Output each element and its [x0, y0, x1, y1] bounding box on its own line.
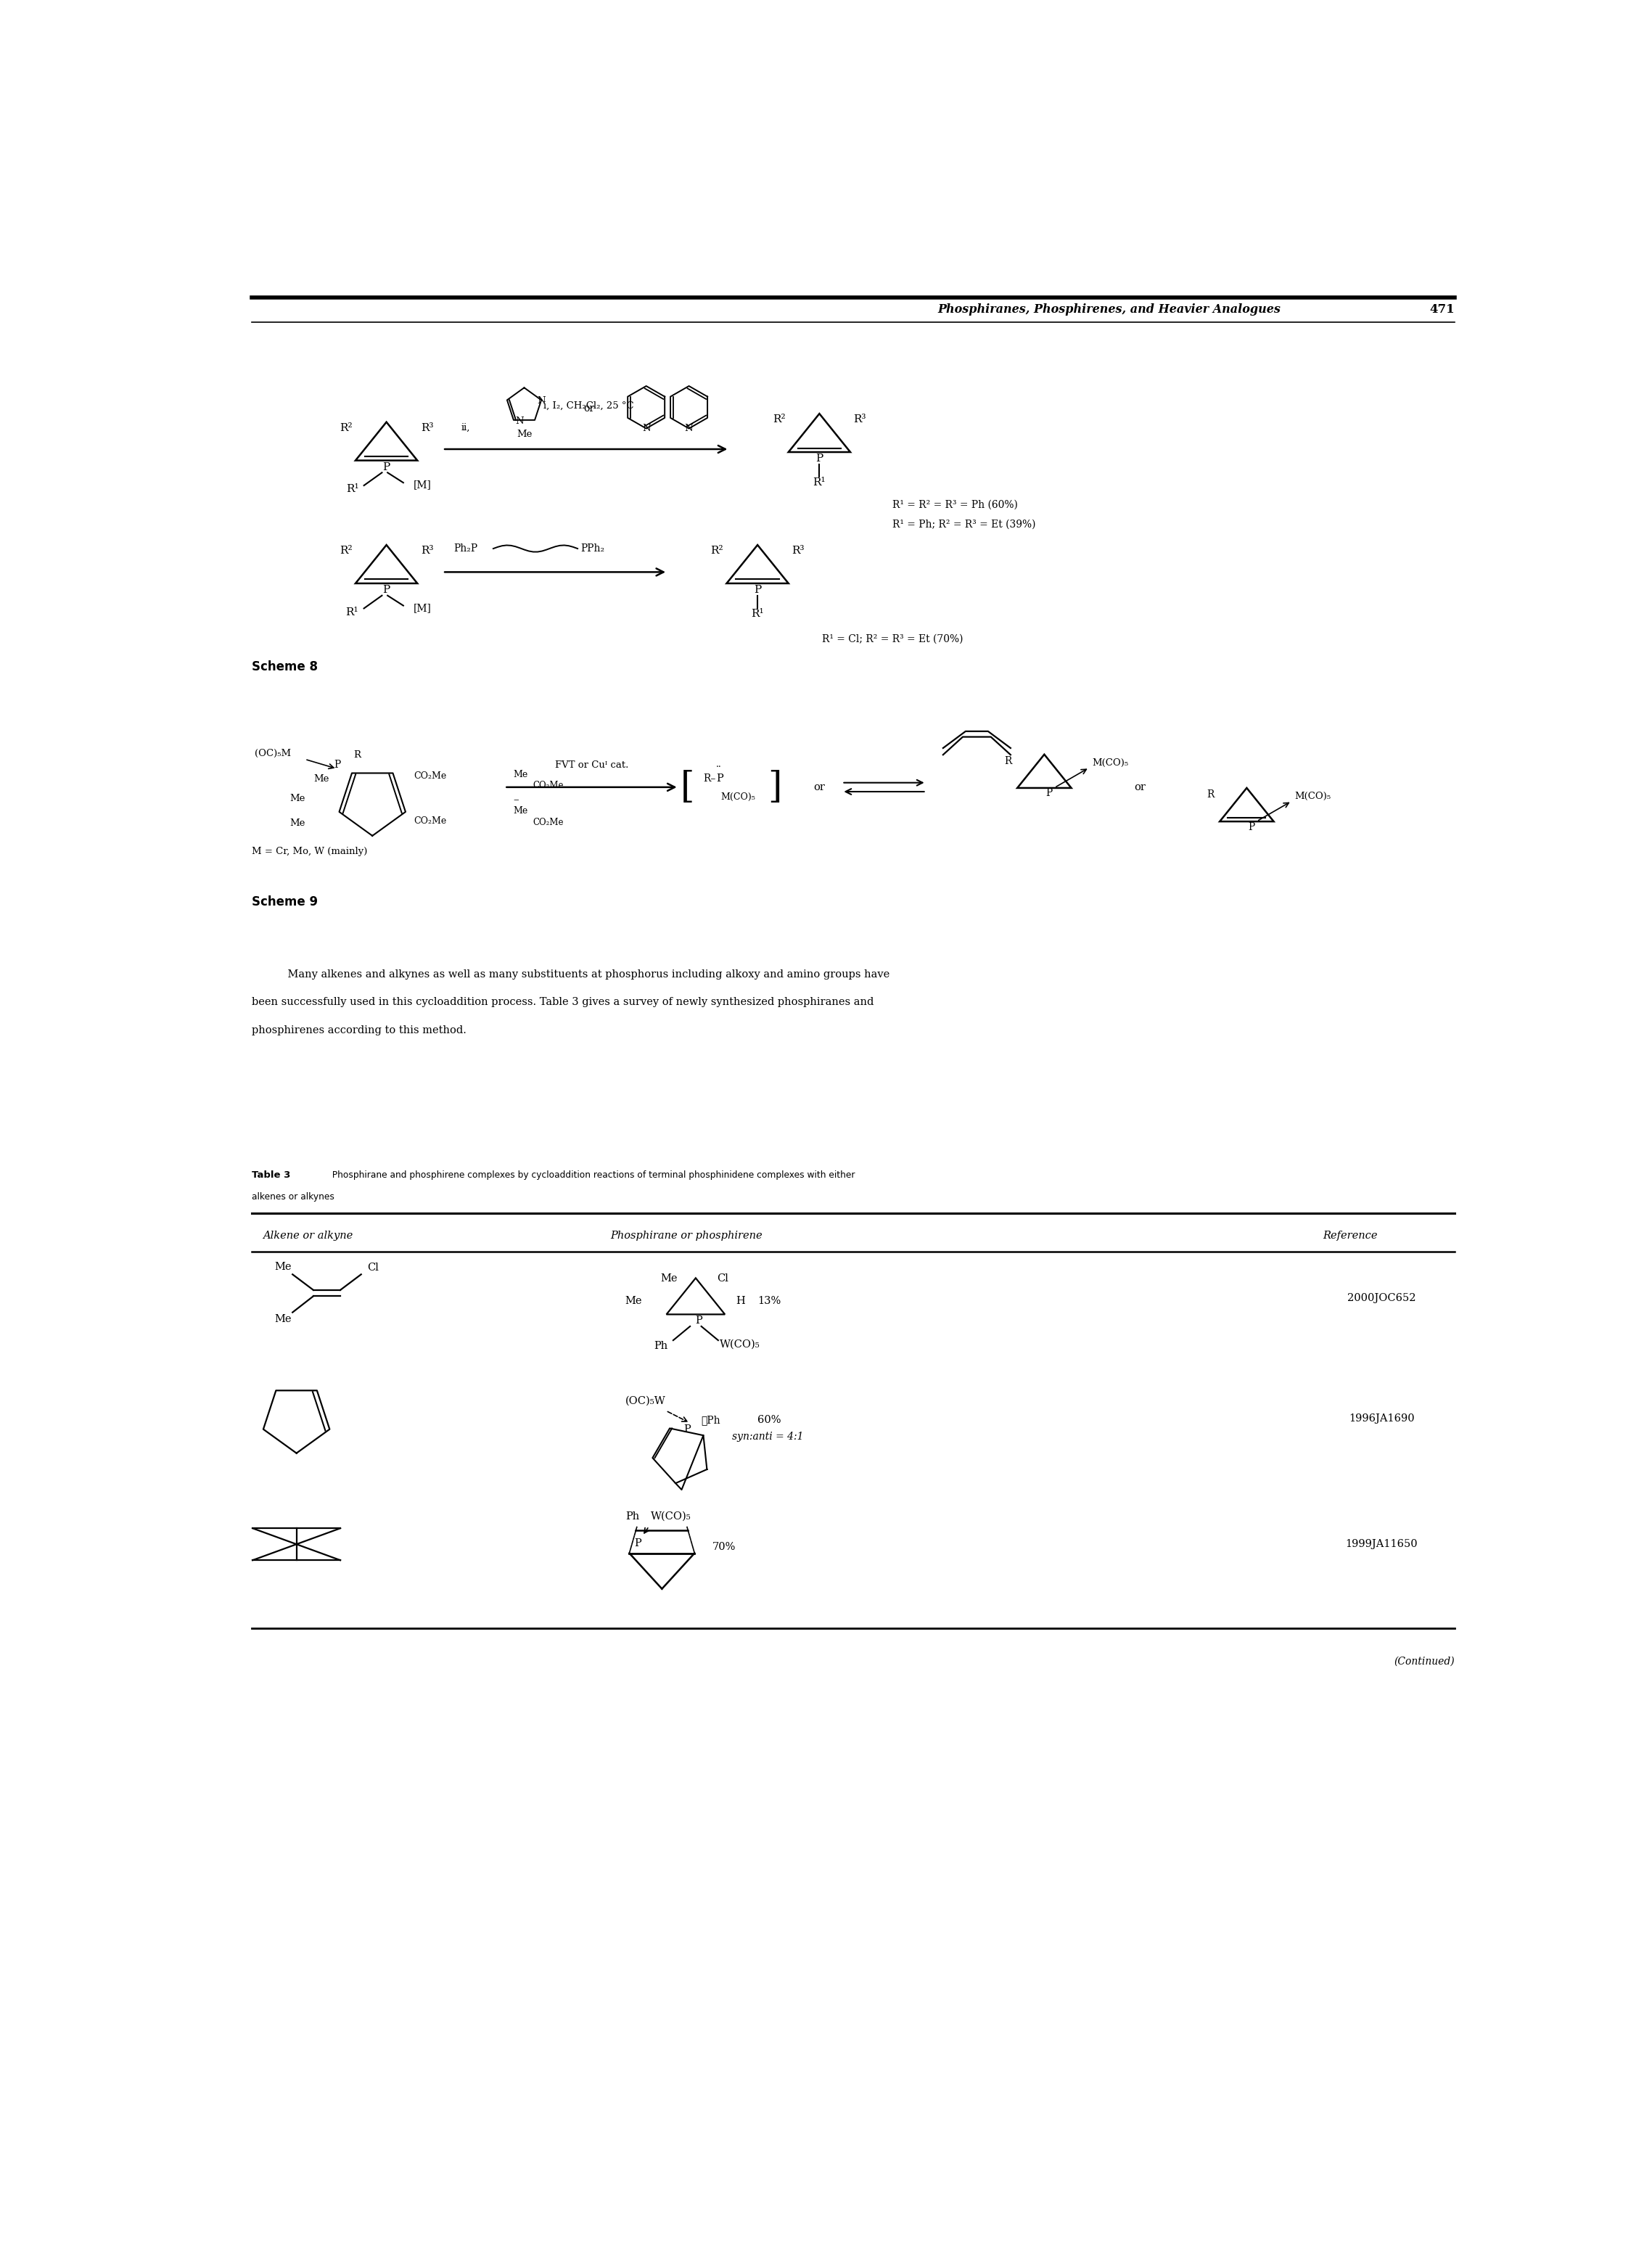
Text: or: or	[583, 403, 595, 415]
Text: 70%: 70%	[712, 1541, 737, 1552]
Text: 13%: 13%	[758, 1295, 781, 1307]
Text: ∿Ph: ∿Ph	[702, 1415, 720, 1426]
Text: Alkene or alkyne: Alkene or alkyne	[263, 1230, 354, 1241]
Text: FVT or Cuᴵ cat.: FVT or Cuᴵ cat.	[555, 759, 628, 771]
Text: N: N	[537, 397, 545, 406]
Text: PPh₂: PPh₂	[580, 543, 605, 554]
Text: Many alkenes and alkynes as well as many substituents at phosphorus including al: Many alkenes and alkynes as well as many…	[274, 969, 889, 980]
Text: [M]: [M]	[413, 480, 431, 489]
Text: Me: Me	[274, 1313, 291, 1325]
Text: P: P	[717, 773, 724, 784]
Text: P: P	[1247, 822, 1254, 831]
Text: H: H	[737, 1295, 745, 1307]
Text: or: or	[814, 782, 824, 793]
Text: M = Cr, Mo, W (mainly): M = Cr, Mo, W (mainly)	[251, 847, 367, 856]
Text: Scheme 8: Scheme 8	[251, 660, 317, 674]
Text: R: R	[354, 750, 362, 759]
Text: 2000JOC652: 2000JOC652	[1348, 1293, 1416, 1304]
Text: P: P	[334, 759, 340, 771]
Text: R¹: R¹	[752, 608, 763, 620]
Text: Me: Me	[289, 818, 306, 829]
Text: Ph: Ph	[626, 1512, 639, 1521]
Text: R³: R³	[791, 545, 805, 556]
Text: i, I₂, CH₂Cl₂, 25 °C: i, I₂, CH₂Cl₂, 25 °C	[544, 401, 634, 410]
Text: P: P	[383, 586, 390, 595]
Text: alkenes or alkynes: alkenes or alkynes	[251, 1192, 334, 1201]
Text: Ph₂P: Ph₂P	[454, 543, 477, 554]
Text: R¹: R¹	[813, 478, 826, 487]
Text: R¹: R¹	[345, 608, 358, 617]
Text: R²: R²	[710, 545, 724, 556]
Text: Cl: Cl	[717, 1273, 729, 1284]
Text: Phosphiranes, Phosphirenes, and Heavier Analogues: Phosphiranes, Phosphirenes, and Heavier …	[937, 304, 1280, 315]
Text: R³: R³	[854, 415, 866, 424]
Text: R²: R²	[773, 415, 785, 424]
Text: CO₂Me: CO₂Me	[413, 771, 446, 782]
Text: W(CO)₅: W(CO)₅	[719, 1338, 760, 1350]
Text: N: N	[684, 424, 694, 433]
Text: Scheme 9: Scheme 9	[251, 894, 317, 908]
Text: CO₂Me: CO₂Me	[532, 782, 563, 791]
Text: Me: Me	[274, 1262, 291, 1271]
Text: R¹ = Ph; R² = R³ = Et (39%): R¹ = Ph; R² = R³ = Et (39%)	[892, 520, 1036, 529]
Text: 60%: 60%	[758, 1415, 781, 1426]
Text: Me: Me	[314, 775, 329, 784]
Text: R³: R³	[421, 424, 433, 433]
Text: P: P	[695, 1316, 702, 1325]
Text: P: P	[816, 453, 823, 464]
Text: P: P	[1046, 789, 1052, 798]
Text: Me: Me	[661, 1273, 677, 1284]
Text: been successfully used in this cycloaddition process. Table 3 gives a survey of : been successfully used in this cycloaddi…	[251, 998, 874, 1007]
Text: phosphirenes according to this method.: phosphirenes according to this method.	[251, 1025, 466, 1036]
Text: N: N	[515, 417, 524, 426]
Text: (OC)₅W: (OC)₅W	[626, 1395, 666, 1406]
Text: R: R	[1206, 789, 1214, 800]
Text: M(CO)₅: M(CO)₅	[1295, 793, 1332, 802]
Text: CO₂Me: CO₂Me	[413, 816, 446, 825]
Text: Me: Me	[624, 1295, 643, 1307]
Text: P: P	[634, 1539, 641, 1548]
Text: (Continued): (Continued)	[1394, 1656, 1455, 1667]
Text: CO₂Me: CO₂Me	[532, 818, 563, 827]
Text: Phosphirane and phosphirene complexes by cycloaddition reactions of terminal pho: Phosphirane and phosphirene complexes by…	[325, 1172, 854, 1181]
Text: R²: R²	[340, 424, 352, 433]
Text: Me: Me	[512, 771, 527, 780]
Text: Phosphirane or phosphirene: Phosphirane or phosphirene	[610, 1230, 762, 1241]
Text: R²: R²	[340, 545, 352, 556]
Text: R³: R³	[421, 545, 433, 556]
Text: ··: ··	[715, 764, 722, 773]
Text: R¹ = Cl; R² = R³ = Et (70%): R¹ = Cl; R² = R³ = Et (70%)	[823, 633, 963, 644]
Text: ii,: ii,	[461, 424, 471, 433]
Text: W(CO)₅: W(CO)₅	[651, 1512, 691, 1521]
Text: N: N	[643, 424, 651, 433]
Text: Cl: Cl	[367, 1262, 378, 1273]
Text: –: –	[512, 795, 519, 804]
Text: 471: 471	[1429, 304, 1455, 315]
Text: 1996JA1690: 1996JA1690	[1348, 1413, 1414, 1424]
Text: Me: Me	[512, 807, 527, 816]
Text: M(CO)₅: M(CO)₅	[1092, 759, 1128, 768]
Text: Table 3: Table 3	[251, 1172, 291, 1181]
Text: P: P	[753, 586, 762, 595]
Text: syn:anti = 4:1: syn:anti = 4:1	[732, 1433, 803, 1442]
Text: R: R	[1004, 755, 1011, 766]
Text: Ph: Ph	[654, 1341, 667, 1352]
Text: Reference: Reference	[1323, 1230, 1378, 1241]
Text: R¹ = R² = R³ = Ph (60%): R¹ = R² = R³ = Ph (60%)	[892, 500, 1018, 509]
Text: R–: R–	[704, 773, 715, 784]
Text: or: or	[1135, 782, 1145, 793]
Text: [: [	[681, 768, 694, 804]
Text: P: P	[684, 1424, 691, 1435]
Text: P: P	[383, 462, 390, 473]
Text: M(CO)₅: M(CO)₅	[720, 793, 755, 802]
Text: Me: Me	[517, 430, 532, 439]
Text: [M]: [M]	[413, 604, 431, 613]
Text: ]: ]	[768, 768, 781, 804]
Text: Me: Me	[289, 793, 306, 802]
Text: (OC)₅M: (OC)₅M	[254, 748, 291, 759]
Text: R¹: R¹	[347, 484, 358, 493]
Text: 1999JA11650: 1999JA11650	[1345, 1539, 1417, 1550]
